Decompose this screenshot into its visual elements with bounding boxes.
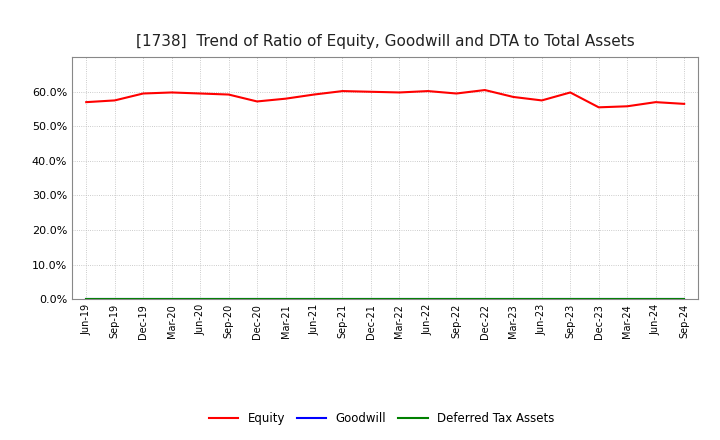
Goodwill [82, 297, 91, 302]
Equity [167, 90, 176, 95]
Deferred Tax Assets [338, 297, 347, 302]
Equity [282, 96, 290, 101]
Equity [395, 90, 404, 95]
Equity [253, 99, 261, 104]
Deferred Tax Assets [566, 297, 575, 302]
Deferred Tax Assets [253, 297, 261, 302]
Deferred Tax Assets [310, 297, 318, 302]
Goodwill [480, 297, 489, 302]
Goodwill [139, 297, 148, 302]
Goodwill [566, 297, 575, 302]
Goodwill [366, 297, 375, 302]
Equity [652, 99, 660, 105]
Deferred Tax Assets [282, 297, 290, 302]
Deferred Tax Assets [82, 297, 91, 302]
Title: [1738]  Trend of Ratio of Equity, Goodwill and DTA to Total Assets: [1738] Trend of Ratio of Equity, Goodwil… [136, 34, 634, 49]
Equity [595, 105, 603, 110]
Deferred Tax Assets [110, 297, 119, 302]
Deferred Tax Assets [225, 297, 233, 302]
Deferred Tax Assets [680, 297, 688, 302]
Deferred Tax Assets [623, 297, 631, 302]
Goodwill [338, 297, 347, 302]
Equity [139, 91, 148, 96]
Deferred Tax Assets [652, 297, 660, 302]
Equity [680, 101, 688, 106]
Goodwill [310, 297, 318, 302]
Goodwill [509, 297, 518, 302]
Goodwill [282, 297, 290, 302]
Equity [196, 91, 204, 96]
Equity [423, 88, 432, 94]
Legend: Equity, Goodwill, Deferred Tax Assets: Equity, Goodwill, Deferred Tax Assets [204, 407, 559, 430]
Goodwill [110, 297, 119, 302]
Equity [310, 92, 318, 97]
Deferred Tax Assets [167, 297, 176, 302]
Equity [338, 88, 347, 94]
Deferred Tax Assets [452, 297, 461, 302]
Goodwill [452, 297, 461, 302]
Goodwill [595, 297, 603, 302]
Goodwill [537, 297, 546, 302]
Deferred Tax Assets [595, 297, 603, 302]
Equity [110, 98, 119, 103]
Goodwill [652, 297, 660, 302]
Deferred Tax Assets [537, 297, 546, 302]
Equity [452, 91, 461, 96]
Deferred Tax Assets [423, 297, 432, 302]
Goodwill [196, 297, 204, 302]
Goodwill [395, 297, 404, 302]
Goodwill [225, 297, 233, 302]
Equity [509, 94, 518, 99]
Equity [82, 99, 91, 105]
Equity [623, 104, 631, 109]
Equity [566, 90, 575, 95]
Goodwill [253, 297, 261, 302]
Equity [537, 98, 546, 103]
Goodwill [623, 297, 631, 302]
Deferred Tax Assets [196, 297, 204, 302]
Equity [225, 92, 233, 97]
Goodwill [423, 297, 432, 302]
Equity [366, 89, 375, 95]
Equity [480, 88, 489, 93]
Deferred Tax Assets [395, 297, 404, 302]
Goodwill [167, 297, 176, 302]
Line: Equity: Equity [86, 90, 684, 107]
Goodwill [680, 297, 688, 302]
Deferred Tax Assets [366, 297, 375, 302]
Deferred Tax Assets [139, 297, 148, 302]
Deferred Tax Assets [480, 297, 489, 302]
Deferred Tax Assets [509, 297, 518, 302]
